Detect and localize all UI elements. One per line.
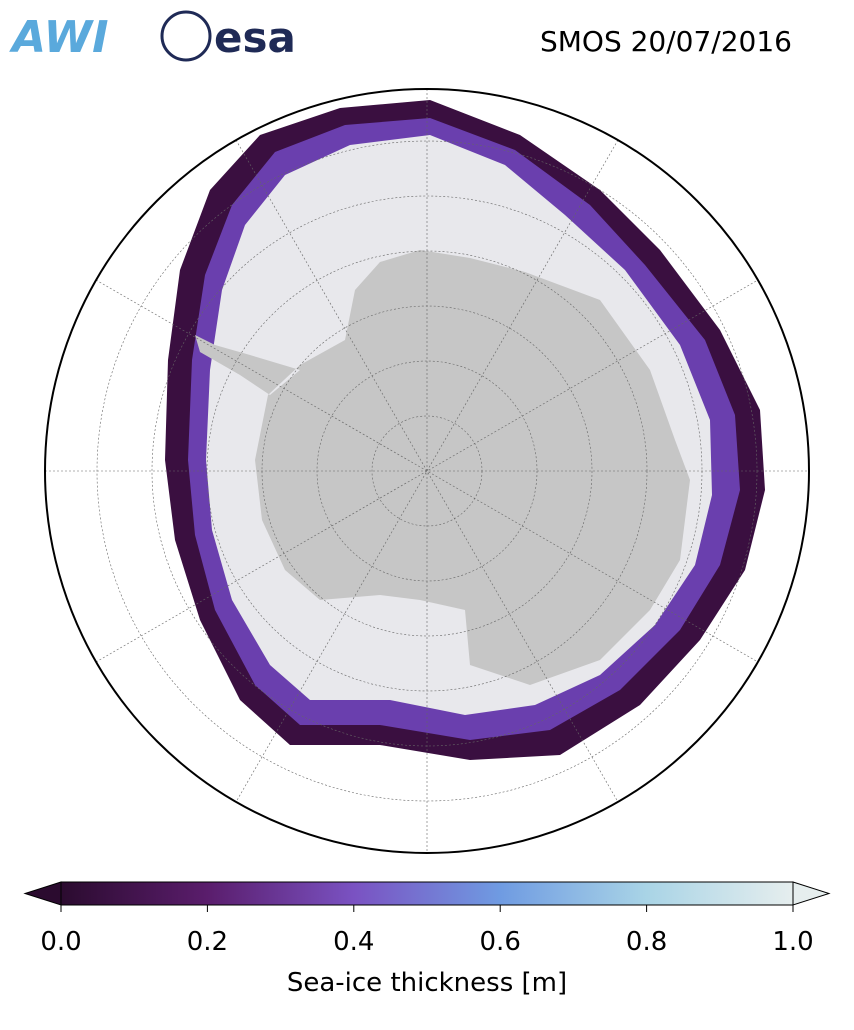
colorbar-tick-label: 0.4 <box>333 927 374 957</box>
esa-logo-mark <box>160 10 212 62</box>
logos: AWI esa <box>9 10 296 63</box>
colorbar-tick-label: 1.0 <box>772 927 813 957</box>
colorbar-tick-label: 0.0 <box>40 927 81 957</box>
colorbar: Sea-ice thickness [m] 0.0 0.2 0.4 0.6 0.8 1.0 <box>23 881 831 998</box>
map <box>45 89 809 853</box>
map-frame <box>44 88 810 854</box>
awi-logo: AWI <box>9 12 109 63</box>
colorbar-label: Sea-ice thickness [m] <box>287 968 567 998</box>
antarctica <box>195 250 690 685</box>
title: SMOS 20/07/2016 <box>540 25 792 58</box>
colorbar-tick-label: 0.8 <box>626 927 667 957</box>
colorbar-over <box>792 881 831 906</box>
graticule <box>45 89 809 853</box>
colorbar-under <box>23 881 62 906</box>
colorbar-bar <box>60 881 794 906</box>
esa-logo: esa <box>214 13 296 62</box>
colorbar-tick-label: 0.2 <box>187 927 228 957</box>
colorbar-tick-label: 0.6 <box>480 927 521 957</box>
